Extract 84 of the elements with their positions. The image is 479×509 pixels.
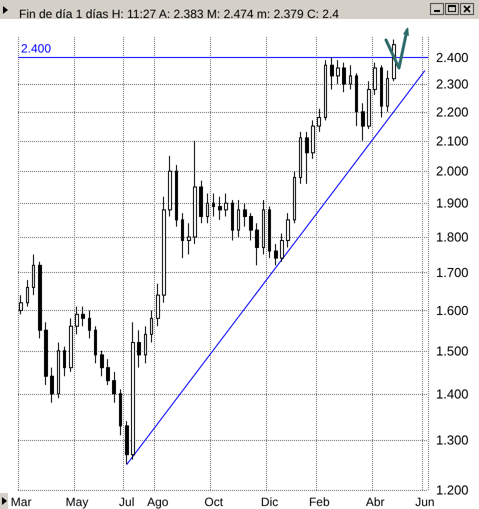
candlestick bbox=[299, 131, 302, 184]
y-tick-label: 2.000 bbox=[436, 164, 469, 179]
candlestick bbox=[268, 206, 271, 259]
candlestick bbox=[262, 199, 265, 256]
candlestick bbox=[305, 131, 309, 184]
candlestick bbox=[349, 64, 352, 90]
candlestick bbox=[361, 102, 365, 142]
candlestick bbox=[274, 243, 278, 266]
candlestick bbox=[94, 326, 97, 364]
candlestick bbox=[336, 60, 340, 85]
candlestick bbox=[63, 346, 66, 377]
candlestick bbox=[193, 140, 197, 244]
candlestick bbox=[342, 62, 346, 93]
candlestick bbox=[75, 306, 79, 335]
candlestick bbox=[57, 342, 60, 399]
y-tick-label: 1.600 bbox=[436, 302, 469, 318]
y-tick-label: 1.700 bbox=[436, 265, 469, 280]
candlestick bbox=[162, 196, 166, 304]
candlestick bbox=[212, 192, 215, 218]
x-tick-label: Jul bbox=[119, 495, 134, 509]
ref-line-label: 2.400 bbox=[21, 41, 52, 56]
candlestick bbox=[168, 155, 172, 218]
candlestick bbox=[106, 358, 110, 386]
candlestick bbox=[150, 310, 153, 343]
candlestick bbox=[380, 64, 383, 118]
candlestick bbox=[255, 222, 259, 266]
candlestick bbox=[330, 56, 334, 90]
candlestick bbox=[69, 318, 73, 372]
candlestick bbox=[125, 420, 129, 466]
y-tick-label: 1.400 bbox=[436, 386, 469, 402]
candlestick bbox=[218, 196, 222, 220]
candlestick bbox=[19, 294, 23, 315]
chart-title: Fin de día 1 días H: 11:27 A: 2.383 M: 2.474 m: 2.379 C: 2.4 bbox=[19, 7, 340, 21]
y-tick-label: 1.900 bbox=[436, 196, 469, 211]
y-tick-label: 2.400 bbox=[436, 50, 469, 65]
candlestick bbox=[293, 170, 296, 224]
candlestick bbox=[367, 80, 371, 130]
candlestick bbox=[100, 350, 104, 377]
candlestick bbox=[224, 192, 228, 218]
x-tick-label: Mar bbox=[10, 495, 32, 509]
candlestick bbox=[317, 108, 321, 132]
x-tick-label: Ago bbox=[147, 495, 169, 509]
y-tick-label: 1.800 bbox=[436, 229, 469, 244]
candlestick bbox=[137, 330, 141, 368]
x-tick-label: Feb bbox=[308, 495, 330, 509]
y-tick-label: 1.500 bbox=[436, 343, 469, 358]
candlestick bbox=[26, 280, 29, 308]
x-tick-label: Abr bbox=[366, 495, 385, 509]
candlestick bbox=[249, 212, 253, 241]
candlestick bbox=[88, 310, 91, 339]
candlestick bbox=[231, 199, 234, 241]
x-tick-label: May bbox=[66, 495, 88, 509]
candlestick bbox=[206, 192, 209, 224]
candlestick bbox=[32, 254, 35, 296]
candlestick bbox=[175, 164, 178, 228]
y-tick-label: 1.200 bbox=[436, 482, 469, 498]
candlestick bbox=[144, 326, 147, 364]
candlestick bbox=[131, 322, 135, 460]
candlestick bbox=[38, 261, 42, 339]
candlestick bbox=[311, 120, 315, 160]
x-tick-label: Jun bbox=[415, 495, 435, 509]
y-tick-label: 2.100 bbox=[436, 133, 469, 148]
x-tick-label: Oct bbox=[204, 495, 224, 509]
candlestick bbox=[386, 70, 389, 112]
candlestick bbox=[199, 180, 203, 224]
x-tick-label: Dic bbox=[260, 495, 278, 509]
candlestick bbox=[187, 222, 191, 256]
y-tick-label: 2.300 bbox=[436, 76, 469, 92]
candlestick bbox=[44, 322, 48, 386]
candlestick bbox=[156, 283, 160, 327]
y-tick-label: 2.200 bbox=[436, 104, 469, 120]
candlestick bbox=[237, 199, 240, 238]
candlestick bbox=[243, 202, 247, 228]
candlestick bbox=[355, 72, 358, 127]
candlestick bbox=[373, 62, 377, 96]
candlestick bbox=[81, 306, 85, 327]
candlestick bbox=[112, 371, 116, 404]
candlestick bbox=[50, 367, 54, 404]
candlestick bbox=[280, 233, 284, 262]
candlestick bbox=[324, 60, 327, 121]
candlestick bbox=[119, 388, 122, 436]
y-tick-label: 1.300 bbox=[436, 432, 469, 448]
candlestick bbox=[181, 212, 184, 259]
candlestick bbox=[286, 212, 290, 248]
